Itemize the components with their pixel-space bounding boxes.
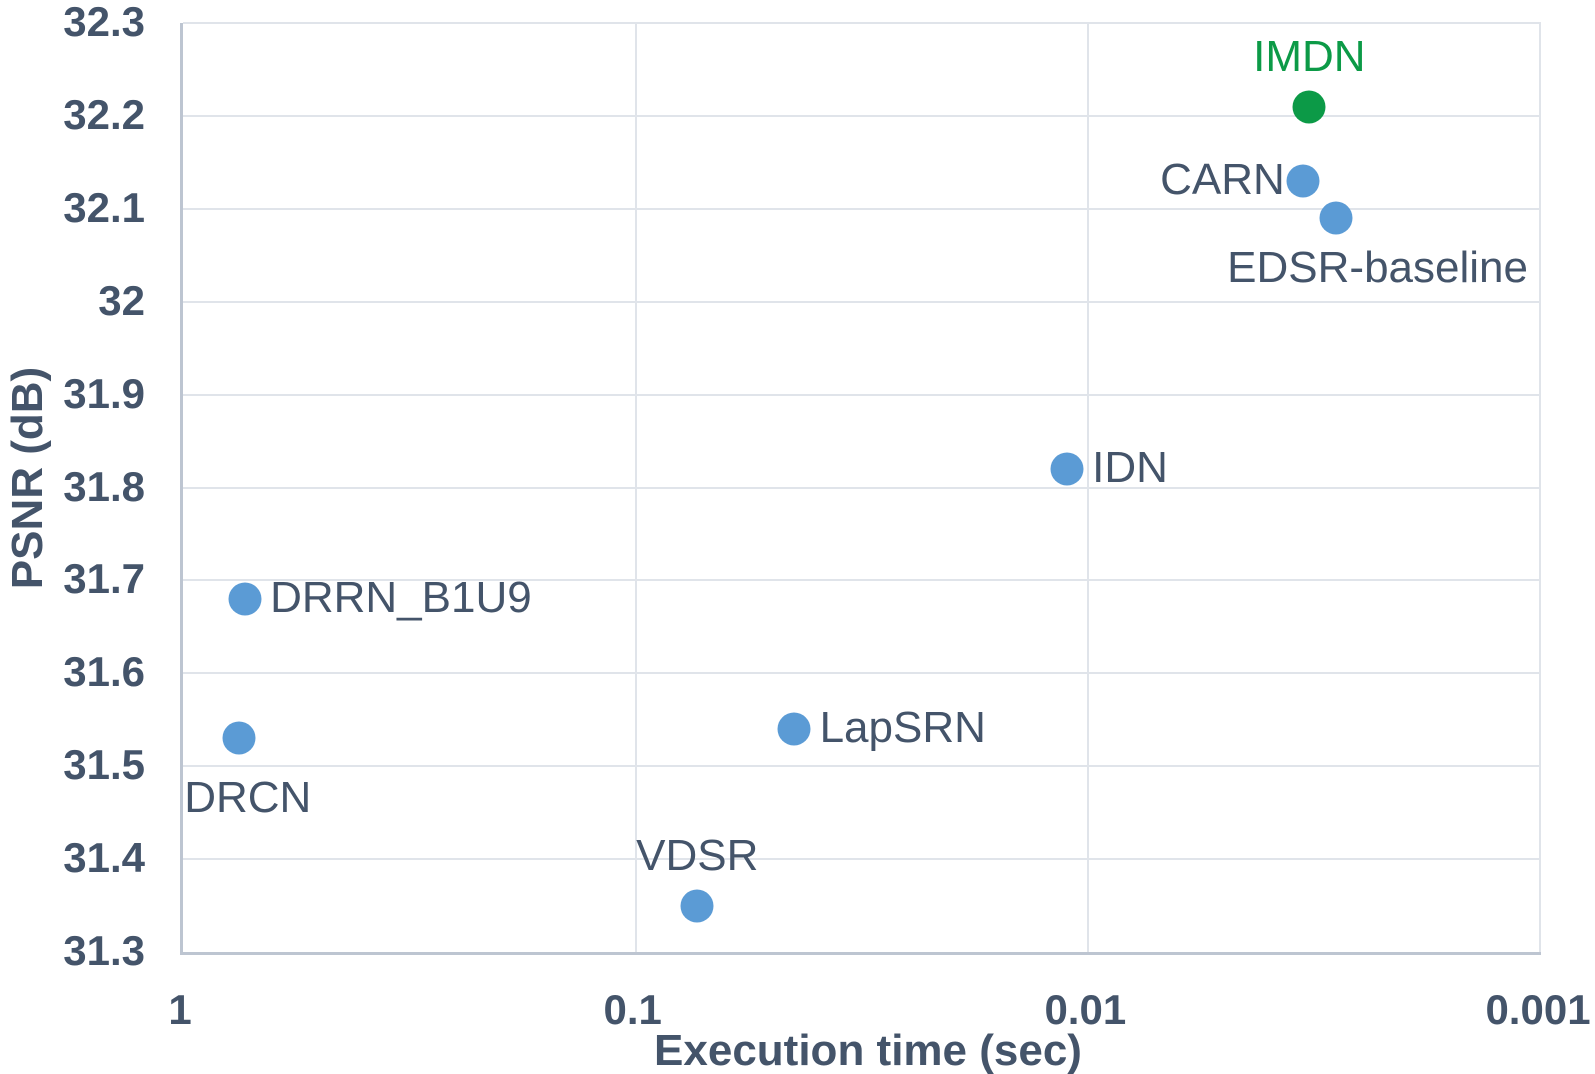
y-tick-label: 31.3 (63, 927, 145, 975)
y-tick-label: 31.9 (63, 369, 145, 417)
point-label-drrn-b1u9: DRRN_B1U9 (270, 572, 532, 622)
gridline-horizontal (183, 300, 1541, 303)
gridline-horizontal (183, 858, 1541, 861)
y-tick-label: 31.6 (63, 648, 145, 696)
point-label-carn: CARN (1160, 154, 1285, 204)
data-point-vdsr (680, 889, 714, 923)
data-point-carn (1286, 164, 1320, 198)
gridline-horizontal (183, 393, 1541, 396)
x-tick-label: 0.001 (1485, 986, 1591, 1033)
y-tick-label: 32.2 (63, 90, 145, 138)
y-tick-label: 31.8 (63, 462, 145, 510)
point-label-vdsr: VDSR (636, 831, 759, 881)
data-point-lapsrn (777, 712, 811, 746)
gridline-horizontal (183, 765, 1541, 768)
point-label-drcn: DRCN (184, 772, 312, 822)
plot-area (180, 22, 1541, 955)
point-label-imdn: IMDN (1253, 32, 1366, 82)
point-label-edsr-baseline: EDSR-baseline (1227, 242, 1528, 292)
gridline-horizontal (183, 207, 1541, 210)
x-axis-title: Execution time (sec) (654, 1026, 1082, 1074)
gridline-vertical (634, 23, 637, 952)
y-tick-label: 31.5 (63, 741, 145, 789)
y-tick-label: 32 (98, 276, 145, 324)
point-label-idn: IDN (1092, 442, 1168, 492)
gridline-vertical (1539, 23, 1541, 952)
data-point-drcn (222, 721, 256, 755)
gridline-vertical (1087, 23, 1090, 952)
gridline-horizontal (183, 22, 1541, 24)
x-tick-label: 0.1 (603, 986, 662, 1033)
gridline-horizontal (183, 486, 1541, 489)
data-point-idn (1050, 452, 1084, 486)
data-point-imdn (1292, 90, 1326, 124)
y-tick-label: 32.3 (63, 0, 145, 46)
y-tick-label: 31.7 (63, 555, 145, 603)
gridline-horizontal (183, 579, 1541, 582)
y-tick-label: 31.4 (63, 834, 145, 882)
x-tick-label: 1 (168, 986, 192, 1033)
y-tick-label: 32.1 (63, 183, 145, 231)
data-point-edsr-baseline (1319, 201, 1353, 235)
x-tick-label: 0.01 (1044, 986, 1127, 1033)
point-label-lapsrn: LapSRN (819, 703, 986, 753)
data-point-drrn-b1u9 (228, 582, 262, 616)
gridline-horizontal (183, 672, 1541, 675)
gridline-horizontal (183, 114, 1541, 117)
